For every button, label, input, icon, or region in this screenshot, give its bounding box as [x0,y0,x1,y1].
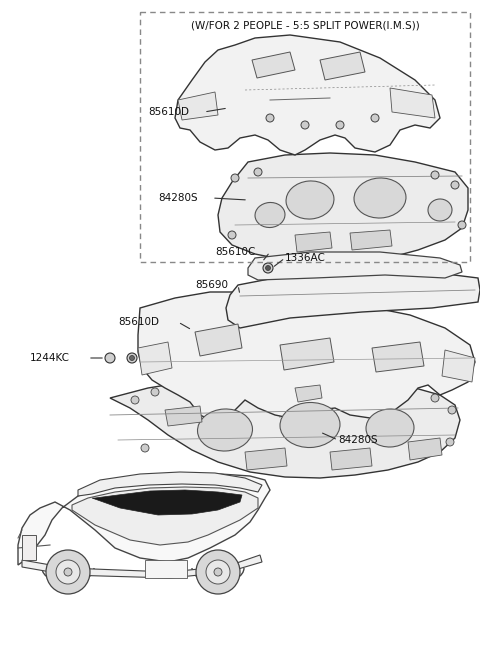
Circle shape [301,121,309,129]
Polygon shape [165,406,202,426]
Polygon shape [72,487,258,545]
Polygon shape [195,324,242,356]
Circle shape [446,438,454,446]
Text: 1244KC: 1244KC [30,353,70,363]
Circle shape [131,396,139,404]
Bar [145,560,187,578]
Ellipse shape [354,178,406,218]
Circle shape [228,231,236,239]
Circle shape [206,560,230,584]
Circle shape [105,353,115,363]
Ellipse shape [280,403,340,448]
Circle shape [214,568,222,576]
Polygon shape [390,88,435,118]
Polygon shape [245,448,287,470]
Polygon shape [138,342,172,375]
Text: 85690: 85690 [195,280,228,290]
Circle shape [265,266,271,270]
Polygon shape [350,230,392,250]
Polygon shape [92,490,242,515]
Polygon shape [18,474,270,565]
Text: 84280S: 84280S [158,193,198,203]
Circle shape [196,550,240,594]
Polygon shape [248,252,462,280]
Circle shape [371,114,379,122]
Circle shape [127,353,137,363]
Circle shape [141,444,149,452]
Circle shape [263,263,273,273]
Text: 85610C: 85610C [215,247,255,257]
Polygon shape [138,292,475,422]
Circle shape [448,406,456,414]
Ellipse shape [366,409,414,447]
Ellipse shape [255,203,285,227]
Circle shape [266,114,274,122]
Circle shape [458,221,466,229]
Polygon shape [330,448,372,470]
Circle shape [56,560,80,584]
Circle shape [130,356,134,360]
Circle shape [451,181,459,189]
Polygon shape [442,350,475,382]
Polygon shape [295,232,332,252]
Circle shape [431,394,439,402]
Polygon shape [110,376,460,478]
Circle shape [46,550,90,594]
Polygon shape [178,92,218,120]
Polygon shape [218,153,468,263]
Polygon shape [320,52,365,80]
Circle shape [151,388,159,396]
Ellipse shape [197,409,252,451]
Polygon shape [22,555,262,578]
Ellipse shape [428,199,452,221]
Circle shape [231,174,239,182]
Polygon shape [78,472,262,496]
Bar [140,12,470,262]
Text: 85610D: 85610D [118,317,159,327]
Circle shape [64,568,72,576]
Circle shape [431,171,439,179]
Bar [22,535,36,560]
Polygon shape [372,342,424,372]
Polygon shape [280,338,334,370]
Text: (W/FOR 2 PEOPLE - 5:5 SPLIT POWER(I.M.S)): (W/FOR 2 PEOPLE - 5:5 SPLIT POWER(I.M.S)… [191,21,420,31]
Text: 85610D: 85610D [148,107,189,117]
Circle shape [254,168,262,176]
Polygon shape [295,385,322,402]
Text: 1336AC: 1336AC [285,253,326,263]
Polygon shape [408,438,442,460]
Circle shape [336,121,344,129]
Polygon shape [226,270,480,328]
Polygon shape [175,35,440,155]
Text: 84280S: 84280S [338,435,378,445]
Ellipse shape [286,181,334,219]
Polygon shape [252,52,295,78]
